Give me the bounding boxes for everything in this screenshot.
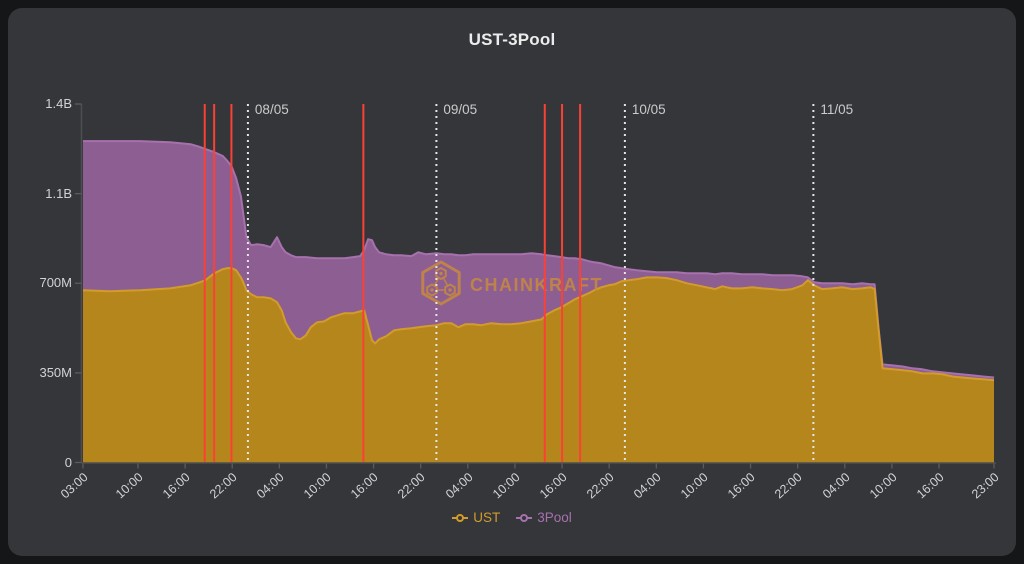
y-axis-label: 1.1B [45,185,72,201]
area-ust [83,268,994,463]
line-3pool [83,140,995,379]
legend-marker-icon [516,513,533,523]
legend-marker-icon [452,513,469,523]
chart-title: UST-3Pool [468,30,556,49]
y-axis-label: 1.4B [45,96,72,111]
day-label: 09/05 [443,102,478,117]
watermark-text: CHAINKRAFT [470,275,603,295]
legend: UST 3Pool [0,510,1024,525]
legend-label: 3Pool [537,510,572,525]
line-ust [82,267,995,382]
day-label: 08/05 [254,102,289,117]
legend-item-ust[interactable]: UST [452,510,500,525]
day-label: 10/05 [631,102,666,117]
legend-label: UST [473,510,501,525]
y-axis-label: 350M [39,364,72,380]
legend-item-3pool[interactable]: 3Pool [516,510,572,525]
chainkraft-logo-icon [421,260,461,306]
y-axis-label: 700M [39,275,72,291]
watermark: CHAINKRAFT [421,260,603,306]
y-axis-label: 0 [64,454,72,470]
day-label: 11/05 [820,102,854,117]
